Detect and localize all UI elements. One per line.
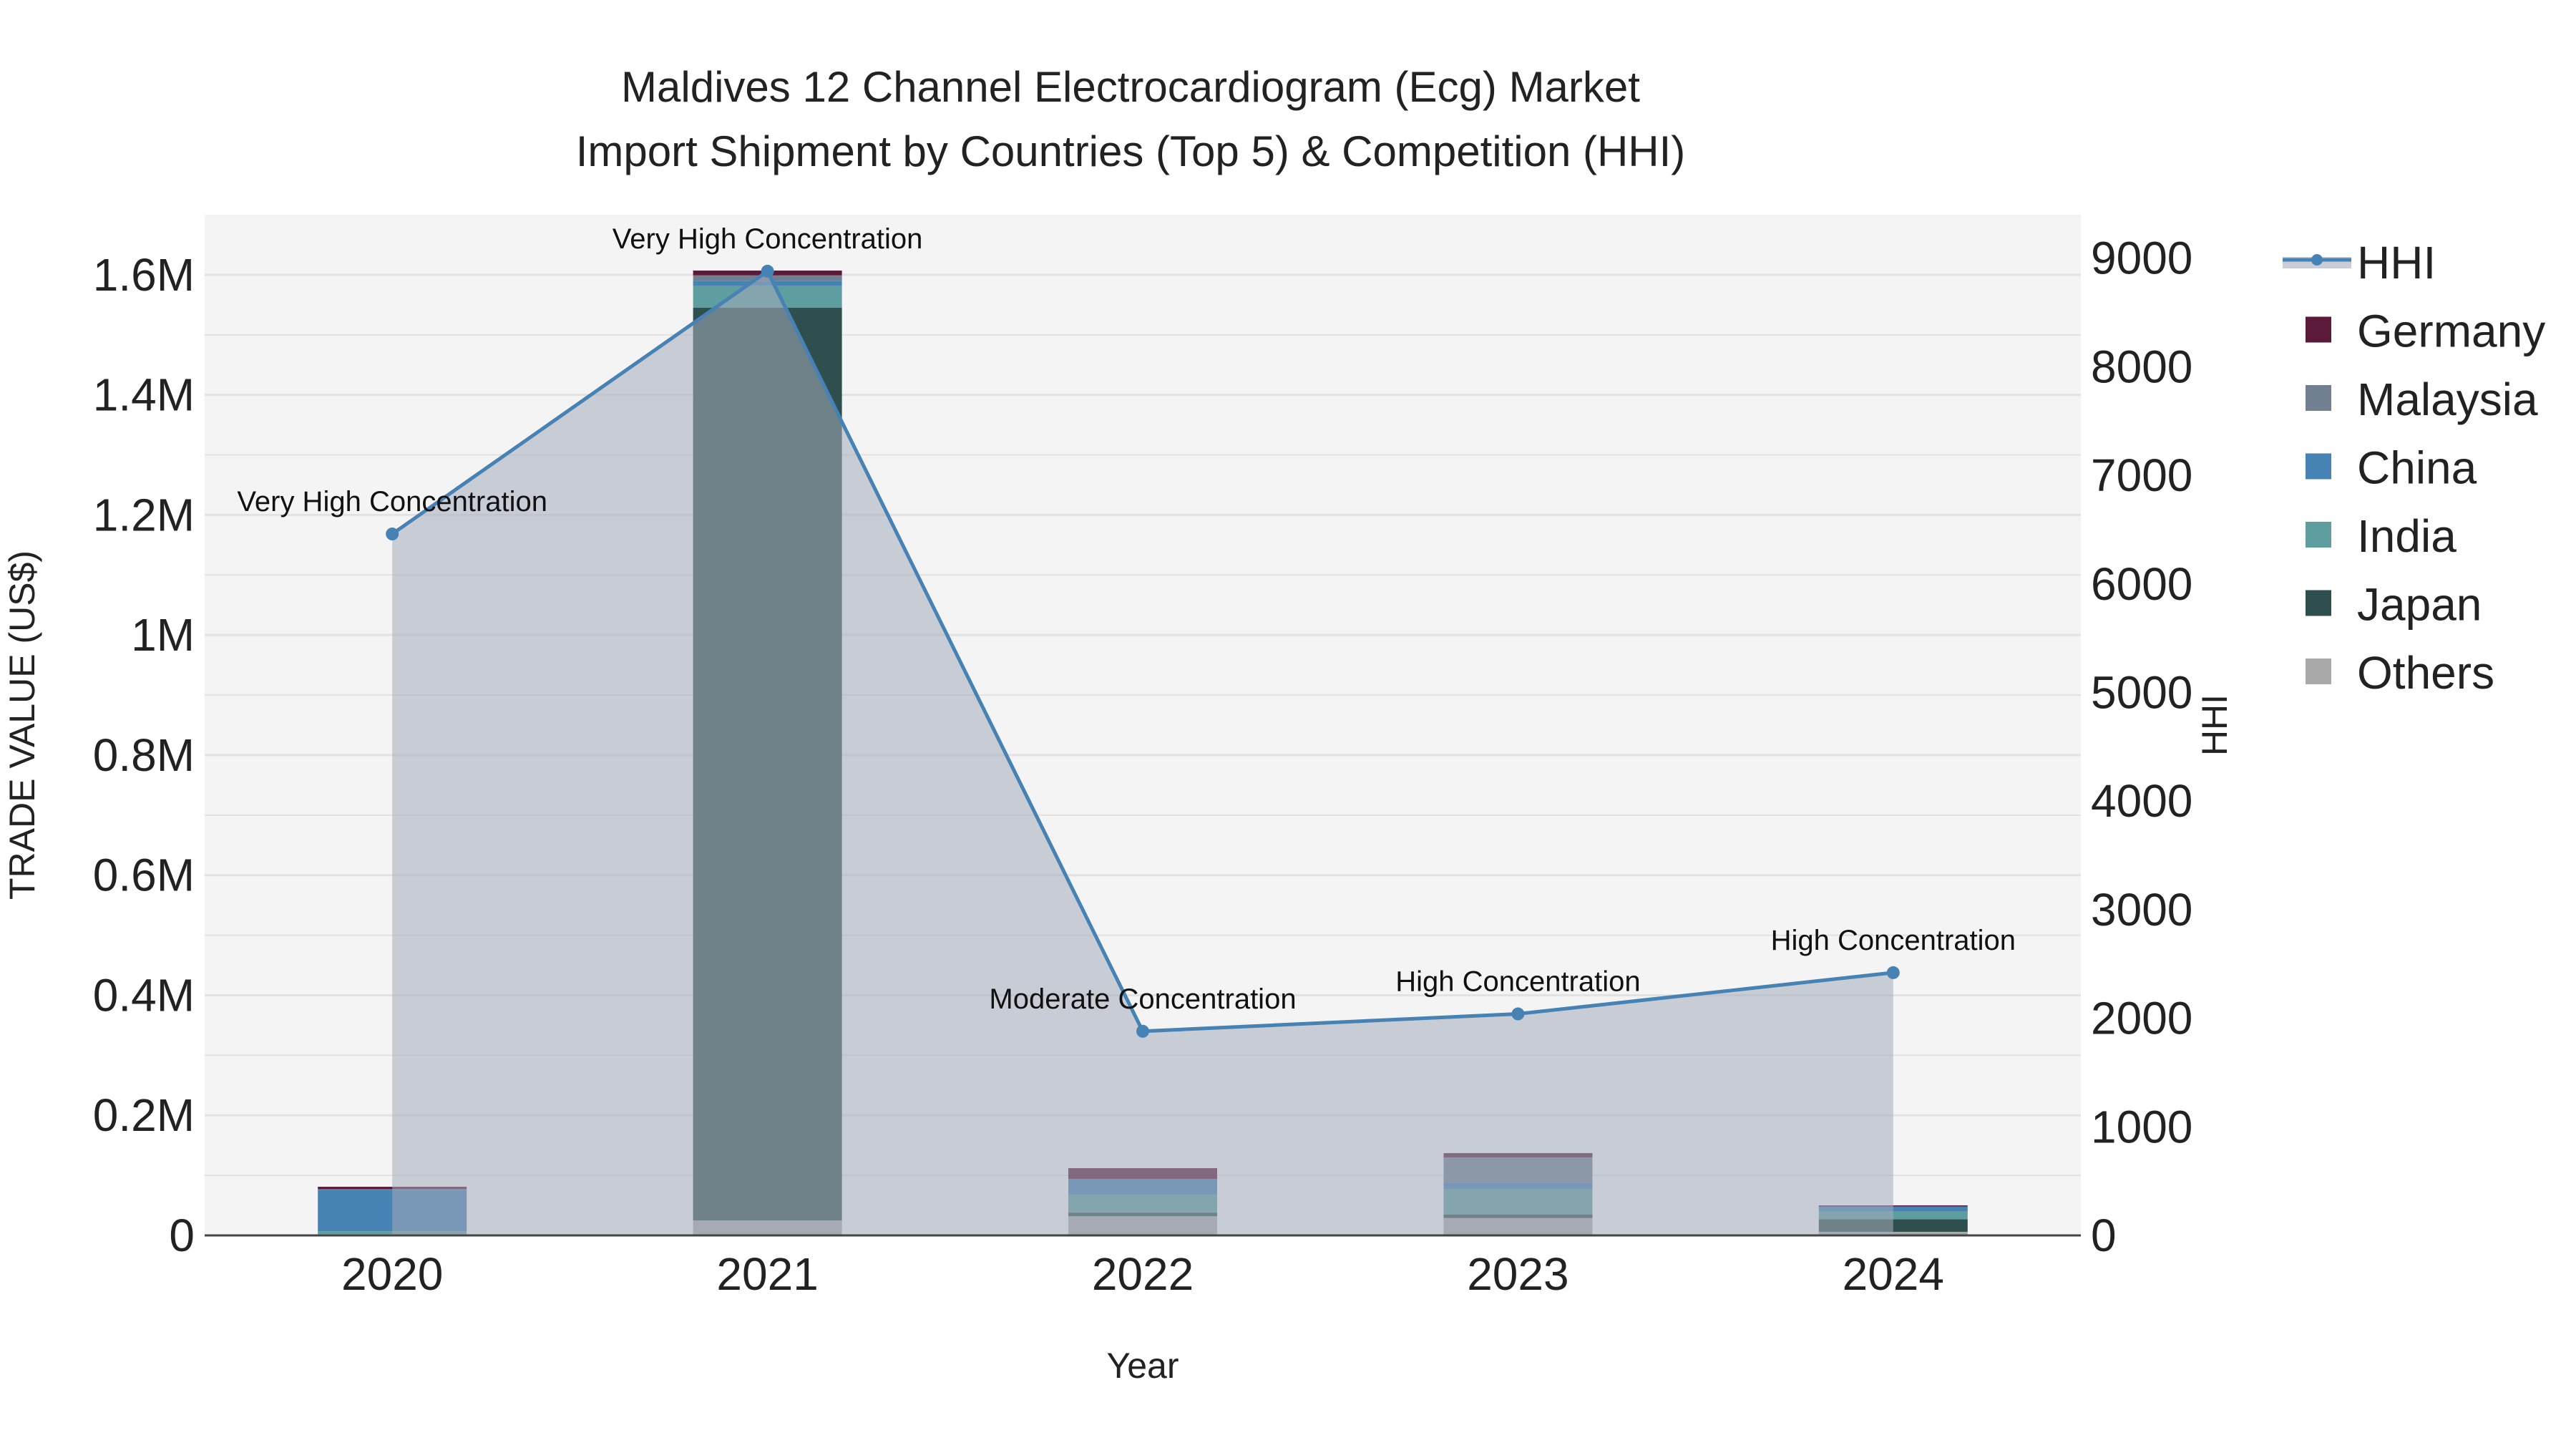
legend-hhi-marker-icon [2311,254,2323,266]
hhi-point-2024 [1886,966,1900,979]
hhi-annotation: High Concentration [1771,925,2016,956]
legend-label-india: India [2357,510,2457,562]
chart-title-line1: Maldives 12 Channel Electrocardiogram (E… [621,63,1640,111]
hhi-annotation: Very High Concentration [237,486,547,517]
y-tick-label: 0 [169,1210,195,1261]
hhi-annotation: Very High Concentration [613,223,923,255]
y2-tick-label: 9000 [2091,233,2192,284]
y2-tick-label: 3000 [2091,884,2192,936]
legend-germany-swatch [2306,316,2331,343]
y-tick-label: 1.4M [93,369,195,421]
hhi-point-2021 [761,264,774,278]
hhi-annotation: Moderate Concentration [989,983,1296,1015]
legend-label-china: China [2357,442,2477,494]
legend-india-swatch [2306,522,2331,548]
legend-label-germany: Germany [2357,306,2545,357]
hhi-area [392,271,1893,1235]
chart-title-line2: Import Shipment by Countries (Top 5) & C… [576,127,1686,175]
y2-tick-label: 7000 [2091,449,2192,501]
legend-others-swatch [2306,659,2331,684]
x-axis-title: Year [1106,1346,1179,1386]
y-tick-label: 1M [131,609,195,661]
y-tick-label: 0.6M [93,850,195,901]
hhi-annotation: High Concentration [1395,966,1640,998]
y2-tick-label: 4000 [2091,775,2192,827]
y-tick-label: 1.2M [93,489,195,540]
hhi-point-2022 [1136,1024,1149,1038]
legend-malaysia-swatch [2306,385,2331,411]
legend-label-japan: Japan [2357,579,2482,631]
y2-tick-label: 5000 [2091,666,2192,718]
legend-label-malaysia: Malaysia [2357,374,2538,425]
legend: HHI Germany Malaysia China India Japan Others [2283,237,2545,699]
x-tick-label: 2021 [716,1248,818,1300]
hhi-point-2023 [1511,1007,1525,1021]
x-tick-label: 2020 [341,1248,443,1300]
y2-tick-label: 0 [2091,1210,2117,1261]
y2-axis-title: HHI [2195,694,2235,756]
y-tick-label: 0.8M [93,729,195,781]
legend-china-swatch [2306,453,2331,480]
legend-japan-swatch [2306,590,2331,616]
legend-label-hhi: HHI [2357,237,2436,288]
legend-label-others: Others [2357,647,2494,699]
y2-tick-label: 6000 [2091,558,2192,610]
hhi-point-2020 [386,528,399,541]
y-tick-label: 1.6M [93,249,195,301]
y2-tick-label: 1000 [2091,1101,2192,1152]
y2-tick-label: 2000 [2091,993,2192,1044]
y-tick-label: 0.2M [93,1089,195,1141]
y2-tick-label: 8000 [2091,341,2192,392]
x-tick-label: 2023 [1467,1248,1568,1300]
y-tick-label: 0.4M [93,969,195,1021]
x-tick-label: 2024 [1843,1248,1944,1300]
y-axis-title: TRADE VALUE (US$) [2,550,42,900]
x-tick-label: 2022 [1092,1248,1194,1300]
